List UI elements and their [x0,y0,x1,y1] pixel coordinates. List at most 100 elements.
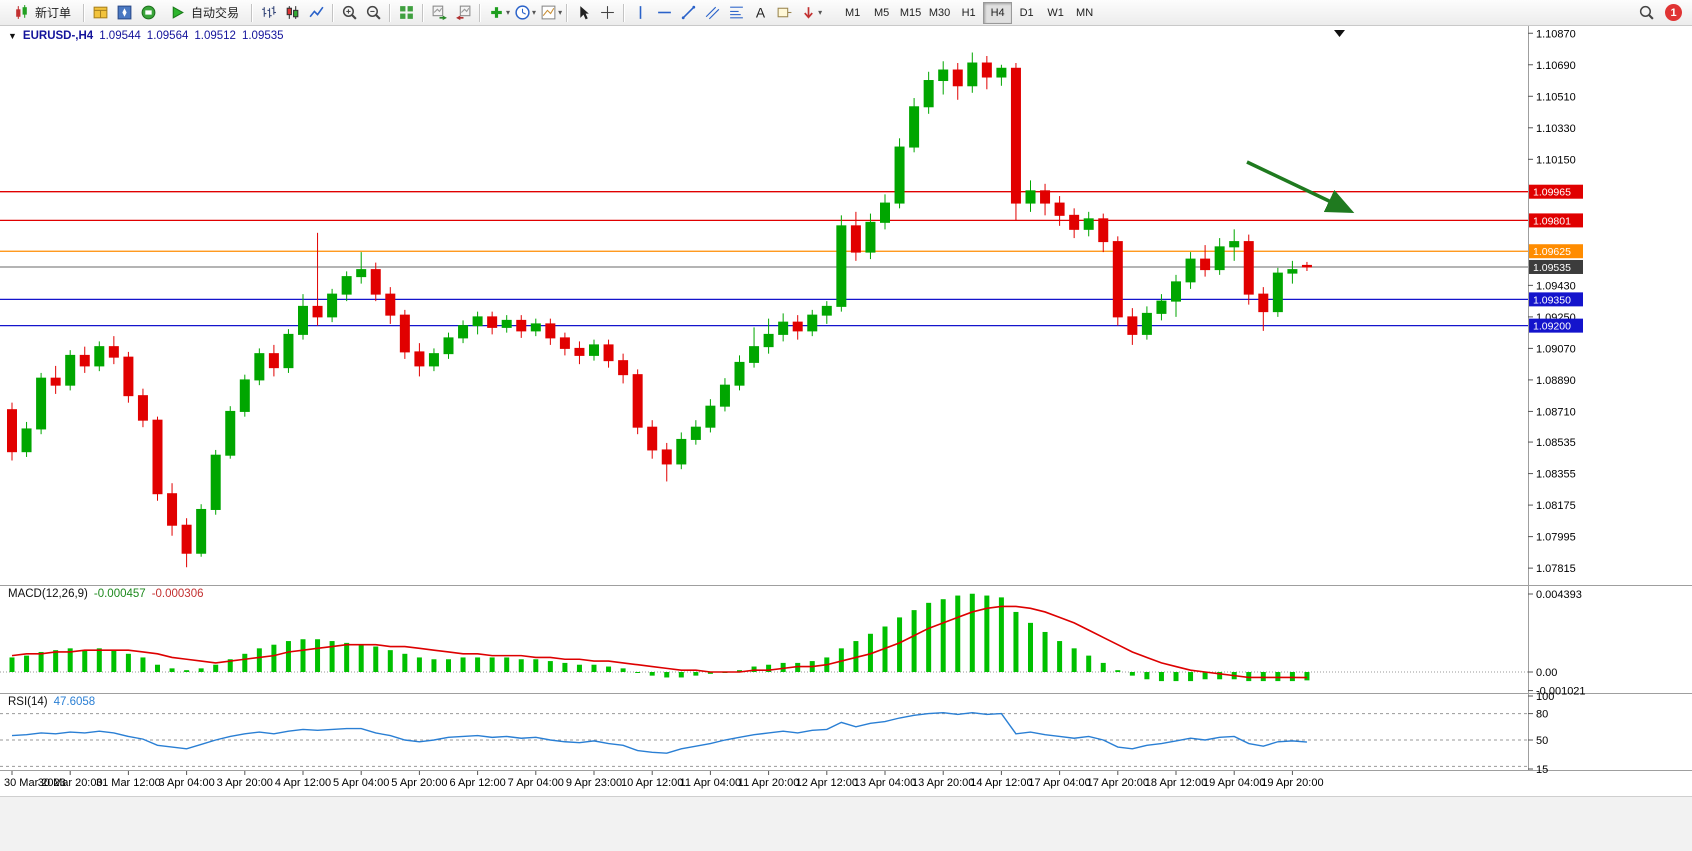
candle-body [967,62,978,87]
timeframe-button-d1[interactable]: D1 [1019,6,1034,19]
candle-body [1112,241,1123,318]
candle-body [108,346,119,358]
text-icon[interactable]: A [748,1,772,25]
chart-canvas[interactable]: 1.10870 1.10690 1.10510 1.10330 1.10150 1.094… [0,26,1692,851]
time-axis-label: 17 Apr 20:00 [1087,777,1149,789]
timeframe-button-h1[interactable]: H1 [961,6,976,19]
arrows-dropdown-caret[interactable]: ▾ [818,8,823,17]
macd-histogram-bar [606,666,612,672]
candle-body [909,106,920,148]
candle-body [952,69,963,87]
macd-histogram-bar [504,657,510,672]
macd-histogram-bar [1071,648,1077,672]
candle-body [632,374,643,428]
timeframe-button-m30[interactable]: M30 [928,6,951,19]
timeframe-button-h4[interactable]: H4 [983,1,1013,24]
notification-badge[interactable]: 1 [1665,4,1682,21]
candle-body [167,493,178,526]
bar-chart-icon[interactable] [256,1,280,25]
search-icon[interactable] [1634,1,1658,25]
price-badge-1.09535 [1529,259,1583,274]
candle-body [196,508,207,554]
auto-trading-button[interactable]: 自动交易 [160,1,247,25]
candle-body [894,146,905,204]
timeframe-button-m15[interactable]: M15 [899,6,922,19]
fibo-icon[interactable] [724,1,748,25]
zoom-out-icon[interactable] [361,1,385,25]
rsi-tick-label: 15 [1536,764,1548,776]
timeframe-button-mn[interactable]: MN [1076,6,1094,19]
candle-body [443,337,454,355]
timeframe-group: M1 M5 M15 M30 H1 H4 D1 W1 MN [838,1,1099,24]
candle-body [1156,300,1167,314]
macd-histogram-bar [1115,670,1121,672]
label-icon[interactable] [772,1,796,25]
scroll-to-end-marker[interactable] [1334,30,1345,37]
toolbar-separator [251,3,253,22]
time-axis-label: 6 Apr 12:00 [449,777,505,789]
chart-shift-icon[interactable] [451,1,475,25]
templates-dropdown-caret[interactable]: ▾ [558,8,563,17]
candle-body [574,347,585,356]
candle-body [1258,293,1269,313]
candle-body [414,351,425,367]
trend-arrow-annotation[interactable] [1246,160,1355,214]
vline-icon[interactable] [628,1,652,25]
zoom-in-icon[interactable] [337,1,361,25]
time-axis-label: 5 Apr 20:00 [391,777,447,789]
time-axis-label: 30 Mar 20:00 [38,777,103,789]
macd-histogram-bar [387,650,393,672]
indicators-dropdown-caret[interactable]: ▾ [506,8,511,17]
macd-histogram-bar [969,593,975,672]
arrows-icon[interactable] [796,1,820,25]
macd-histogram-bar [24,655,30,672]
price-badge-1.09801 [1529,213,1583,228]
macd-histogram-bar [184,670,190,672]
navigator-icon[interactable] [112,1,136,25]
periods-dropdown-caret[interactable]: ▾ [532,8,537,17]
timeframe-button-w1[interactable]: W1 [1047,6,1064,19]
candle-body [763,333,774,348]
candle-body [123,356,134,397]
tile-windows-icon[interactable] [394,1,418,25]
timeframe-button-m1[interactable]: M1 [844,6,861,19]
market-watch-icon[interactable] [88,1,112,25]
macd-histogram-bar [300,639,306,672]
channel-icon[interactable] [700,1,724,25]
line-chart-icon[interactable] [304,1,328,25]
periods-icon[interactable] [510,1,534,25]
price-tick-label: 1.10690 [1536,60,1576,72]
time-axis-label: 13 Apr 04:00 [854,777,916,789]
auto-scroll-icon[interactable] [427,1,451,25]
trendline-icon[interactable] [676,1,700,25]
candle-body [661,449,672,465]
macd-histogram-bar [1289,672,1295,682]
candle-body [850,225,861,253]
rsi-tick-label: 50 [1536,735,1548,747]
candle-body [79,354,90,367]
candle-body [1171,281,1181,302]
candle-body [1229,241,1240,248]
timeframe-button-m5[interactable]: M5 [873,6,890,19]
candle-body [719,384,730,407]
candle-body [1185,258,1196,283]
candle-chart-icon[interactable] [280,1,304,25]
new-order-button[interactable]: 新订单 [4,1,79,25]
templates-icon[interactable] [536,1,560,25]
macd-histogram-bar [111,650,117,672]
indicators-icon[interactable] [484,1,508,25]
candle-body [734,361,745,386]
macd-histogram-bar [38,651,44,672]
candle-body [1287,269,1298,274]
price-tick-label: 1.10510 [1536,91,1576,103]
expert-play-icon [168,3,187,22]
terminal-icon[interactable] [136,1,160,25]
cursor-icon[interactable] [571,1,595,25]
macd-histogram-bar [329,641,335,672]
candle-body [996,67,1007,78]
time-axis-label: 11 Apr 04:00 [680,777,742,789]
crosshair-icon[interactable] [595,1,619,25]
hline-icon[interactable] [652,1,676,25]
price-badge-label: 1.09350 [1533,294,1571,306]
macd-histogram-bar [1275,672,1281,682]
